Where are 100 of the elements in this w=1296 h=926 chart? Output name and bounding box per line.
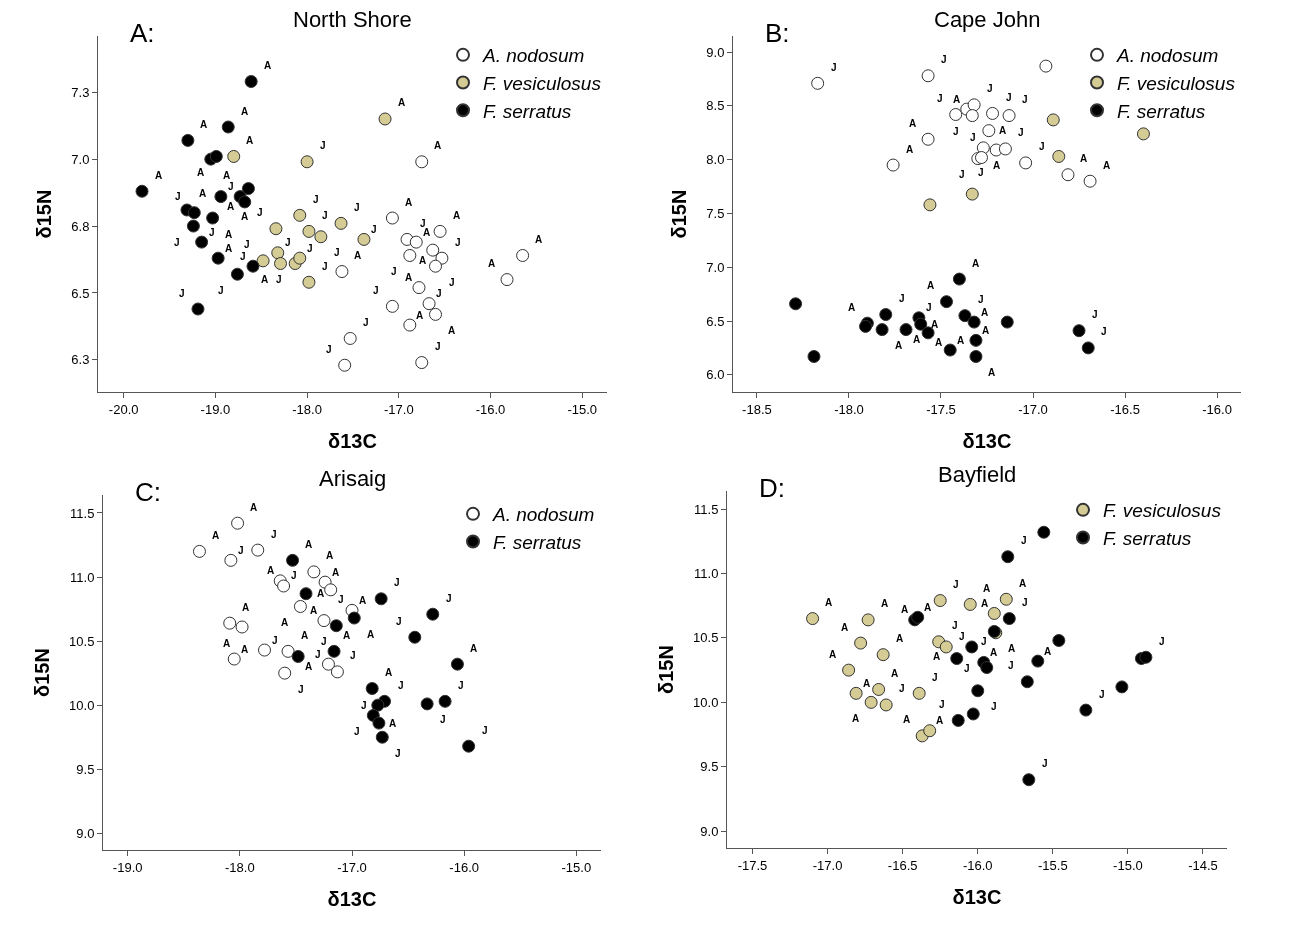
point	[933, 594, 947, 608]
data-label: A	[398, 97, 406, 108]
data-label: A	[936, 715, 944, 726]
point	[940, 295, 954, 309]
data-label: J	[307, 243, 313, 254]
data-label: A	[301, 630, 309, 641]
data-label: A	[470, 643, 478, 654]
data-label: J	[941, 54, 947, 65]
y-tick-label: 8.0	[706, 152, 725, 168]
data-label: A	[535, 234, 543, 245]
data-label: J	[363, 317, 369, 328]
data-label: J	[334, 247, 340, 258]
data-label: J	[179, 288, 185, 299]
point	[462, 739, 476, 753]
y-axis-title: δ15N	[30, 648, 53, 697]
point	[1052, 149, 1066, 163]
data-label: A	[223, 638, 231, 649]
x-tick-label: -17.0	[1018, 401, 1048, 417]
point	[378, 112, 392, 126]
point	[949, 108, 963, 121]
data-label: A	[423, 227, 431, 238]
point	[1022, 773, 1036, 787]
data-label: J	[926, 302, 932, 313]
data-label: A	[354, 250, 362, 261]
point	[321, 657, 335, 671]
data-label: A	[972, 258, 980, 269]
data-label: A	[999, 125, 1007, 136]
point	[1081, 341, 1095, 355]
x-tick-label: -15.5	[1038, 857, 1068, 873]
data-label: A	[906, 144, 914, 155]
data-label: J	[959, 631, 965, 642]
legend-label: F. vesiculosus	[1103, 500, 1222, 522]
data-label: A	[212, 530, 220, 541]
point	[1000, 315, 1014, 329]
point	[438, 694, 452, 708]
data-label: J	[1099, 689, 1105, 700]
point	[966, 707, 980, 721]
data-label: J	[209, 227, 215, 238]
data-label: A	[891, 668, 899, 679]
data-label: J	[455, 237, 461, 248]
point	[291, 649, 305, 663]
data-label: J	[244, 239, 250, 250]
point	[1083, 174, 1097, 188]
point	[1001, 550, 1015, 564]
y-tick-label: 10.0	[693, 694, 719, 710]
point	[181, 133, 195, 147]
y-tick-label: 6.5	[706, 313, 725, 329]
point	[1072, 324, 1086, 338]
point	[980, 661, 994, 675]
x-axis-title: δ13C	[328, 430, 377, 453]
x-tick-label: -16.0	[449, 859, 479, 875]
point	[1136, 127, 1150, 141]
data-label: A	[416, 310, 424, 321]
data-label: J	[959, 169, 965, 180]
point	[969, 333, 983, 347]
point	[912, 686, 926, 700]
point	[939, 640, 953, 654]
data-label: A	[241, 106, 249, 117]
point	[330, 665, 344, 679]
y-tick-label: 9.0	[700, 823, 719, 839]
point	[372, 716, 386, 730]
point	[1002, 109, 1016, 123]
data-label: A	[896, 633, 904, 644]
data-label: A	[981, 598, 989, 609]
data-label: J	[1039, 141, 1045, 152]
x-tick-label: -15.0	[1113, 857, 1143, 873]
x-tick-label: -17.0	[812, 857, 843, 873]
point	[967, 315, 981, 329]
point	[969, 350, 983, 363]
point	[806, 612, 820, 626]
data-label: A	[895, 340, 903, 351]
data-label: J	[482, 725, 488, 736]
data-label: A	[405, 197, 413, 208]
y-tick-label: 10.0	[69, 697, 95, 713]
point	[1002, 612, 1016, 626]
point	[965, 109, 979, 123]
point	[335, 265, 349, 279]
point	[274, 257, 288, 271]
data-label: A	[197, 167, 205, 178]
data-label: A	[434, 140, 442, 151]
data-label: A	[988, 367, 996, 378]
x-tick-label: -17.5	[926, 401, 956, 417]
data-label: J	[458, 680, 464, 691]
data-label: J	[981, 636, 987, 647]
data-label: J	[373, 285, 379, 296]
data-label: A	[310, 605, 318, 616]
point	[999, 592, 1013, 606]
point	[415, 155, 429, 169]
data-label: A	[913, 334, 921, 345]
point	[914, 317, 928, 331]
x-tick-label: -17.0	[337, 859, 367, 875]
data-label: J	[285, 237, 291, 248]
data-label: A	[990, 647, 998, 658]
data-label: A	[903, 714, 911, 725]
point	[293, 251, 307, 265]
data-label: J	[271, 529, 277, 540]
point	[278, 666, 292, 680]
point	[899, 323, 913, 337]
point	[951, 713, 965, 727]
point	[950, 652, 964, 666]
